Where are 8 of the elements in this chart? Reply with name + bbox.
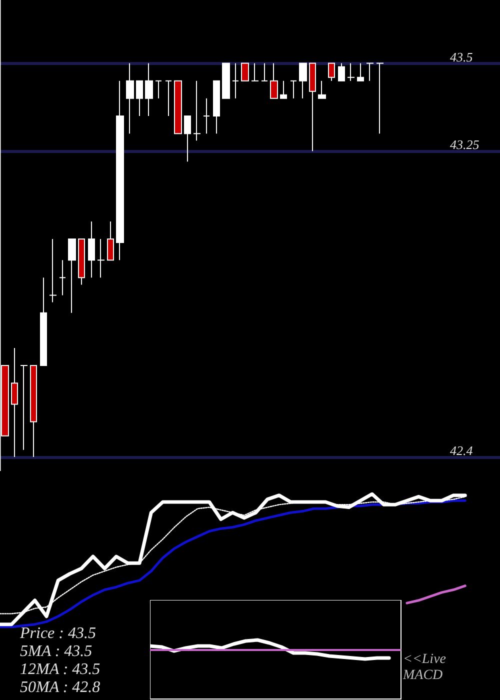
text: <<Live MACD — [403, 652, 447, 684]
text: 12MA : 43.5 — [20, 661, 100, 679]
y-tick-label: 42.4 — [450, 442, 474, 458]
y-tick-label: 43.25 — [450, 137, 480, 152]
y-tick-label: 43.5 — [450, 49, 474, 64]
text: 50MA : 42.8 — [20, 679, 100, 697]
annotation: Price : 43.5 — [20, 625, 96, 643]
text: 5MA : 43.5 — [20, 643, 92, 661]
